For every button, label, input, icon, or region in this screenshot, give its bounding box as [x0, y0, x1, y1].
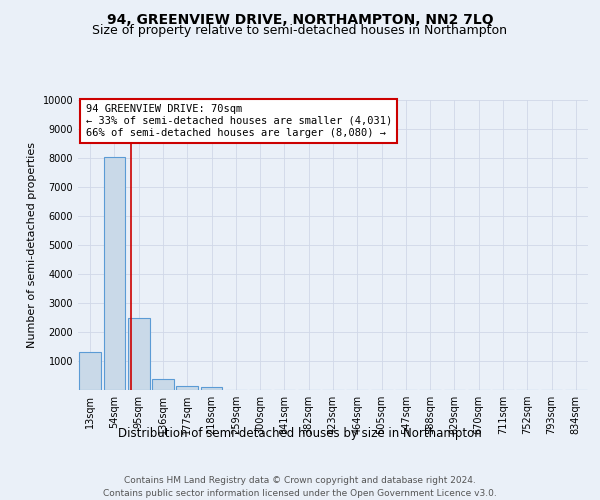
Bar	[128, 318, 149, 390]
Bar	[152, 379, 174, 390]
Text: Contains HM Land Registry data © Crown copyright and database right 2024.: Contains HM Land Registry data © Crown c…	[124, 476, 476, 485]
Text: Contains public sector information licensed under the Open Government Licence v3: Contains public sector information licen…	[103, 489, 497, 498]
Bar	[200, 387, 223, 390]
Bar	[104, 156, 125, 390]
Y-axis label: Number of semi-detached properties: Number of semi-detached properties	[27, 142, 37, 348]
Text: 94, GREENVIEW DRIVE, NORTHAMPTON, NN2 7LQ: 94, GREENVIEW DRIVE, NORTHAMPTON, NN2 7L…	[107, 12, 493, 26]
Text: 94 GREENVIEW DRIVE: 70sqm
← 33% of semi-detached houses are smaller (4,031)
66% : 94 GREENVIEW DRIVE: 70sqm ← 33% of semi-…	[86, 104, 392, 138]
Text: Size of property relative to semi-detached houses in Northampton: Size of property relative to semi-detach…	[92, 24, 508, 37]
Bar	[176, 386, 198, 390]
Text: Distribution of semi-detached houses by size in Northampton: Distribution of semi-detached houses by …	[118, 428, 482, 440]
Bar	[79, 352, 101, 390]
